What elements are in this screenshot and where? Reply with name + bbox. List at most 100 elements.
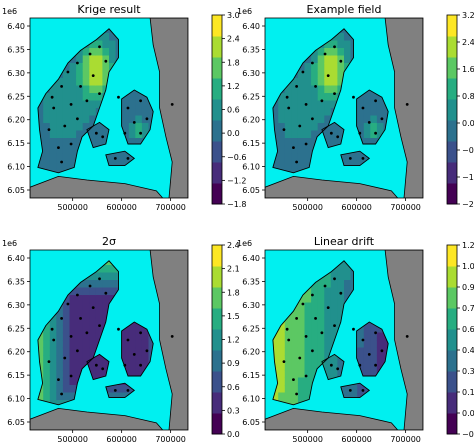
field-cell xyxy=(304,160,312,169)
chart-panel-2: Example field 1e6 6.05 6.10 6.15 6.20 6.25 6.30… xyxy=(237,3,474,212)
field-cell xyxy=(82,355,90,364)
field-cell xyxy=(95,70,103,79)
colorbar-segment xyxy=(212,120,222,142)
station-point xyxy=(98,92,101,95)
station-point xyxy=(311,61,314,65)
field-cell xyxy=(291,370,299,379)
coastline xyxy=(121,89,154,145)
field-cell xyxy=(337,302,345,311)
field-cell xyxy=(291,130,299,139)
field-cell xyxy=(344,272,352,281)
field-cell xyxy=(102,280,110,289)
field-cell xyxy=(297,377,306,386)
field-cell xyxy=(376,347,385,356)
field-cell xyxy=(337,295,345,304)
field-cell xyxy=(56,145,64,154)
field-cell xyxy=(324,295,332,304)
field-cell xyxy=(76,63,84,72)
coastline xyxy=(105,382,136,399)
colorbar-segment xyxy=(212,287,222,309)
colorbar-tick-label: 1.05 xyxy=(462,262,474,271)
field-cell xyxy=(324,63,332,72)
field-cell xyxy=(69,138,77,147)
field-cell xyxy=(82,48,90,57)
station-point xyxy=(170,103,174,106)
field-cell xyxy=(128,108,136,117)
colorbar-tick-label: 0.8 xyxy=(462,92,474,101)
station-point xyxy=(69,374,73,378)
field-cell xyxy=(272,332,279,341)
field-cell xyxy=(337,70,345,79)
field-cell xyxy=(370,370,378,379)
field-cell xyxy=(56,370,64,379)
station-point xyxy=(98,277,101,281)
station-point xyxy=(52,106,56,110)
field-cell xyxy=(76,130,84,139)
field-cell xyxy=(49,153,57,162)
field-cell xyxy=(62,347,71,356)
field-cell xyxy=(95,40,103,49)
field-cell xyxy=(135,130,143,139)
sweden-region xyxy=(149,18,188,198)
field-cell xyxy=(370,123,378,132)
field-cell xyxy=(82,287,90,296)
sweden-region xyxy=(149,250,188,430)
field-cell xyxy=(363,370,371,379)
field-cell xyxy=(304,63,312,72)
field-cell xyxy=(95,295,103,304)
germany-region xyxy=(265,407,399,430)
field-cell xyxy=(304,93,312,102)
station-point xyxy=(63,124,67,128)
field-cell xyxy=(272,100,279,109)
field-cell xyxy=(376,115,385,124)
colorbar-tick-label: 0.60 xyxy=(462,325,474,334)
field-cell xyxy=(128,130,136,139)
field-cell xyxy=(330,130,338,139)
station-point xyxy=(170,335,174,338)
field-cell xyxy=(43,138,51,147)
field-cell xyxy=(317,108,325,117)
field-cell xyxy=(324,93,332,102)
field-cell xyxy=(297,153,306,162)
field-cell xyxy=(324,325,332,334)
field-cell xyxy=(135,115,143,124)
field-cell xyxy=(297,392,306,401)
field-cell xyxy=(272,340,279,349)
field-cell xyxy=(278,145,286,154)
field-cell xyxy=(128,93,136,102)
field-cell xyxy=(297,123,306,132)
station-point xyxy=(298,124,302,128)
field-cell xyxy=(135,108,143,117)
station-point xyxy=(101,135,105,139)
field-cell xyxy=(56,377,64,386)
field-cell xyxy=(43,347,51,356)
colorbar: 3.0 2.4 1.8 1.2 0.6 0.0 −0.6 −1.2 −1.8 xyxy=(211,11,246,209)
colorbar-tick-label: 1.8 xyxy=(227,58,240,67)
field-cell xyxy=(135,355,143,364)
field-cell xyxy=(363,332,371,341)
field-cell xyxy=(69,377,77,386)
field-cell xyxy=(317,287,325,296)
field-cell xyxy=(350,153,358,162)
y-tick-label: 6.10 xyxy=(242,395,260,404)
station-point xyxy=(88,284,92,288)
field-cell xyxy=(330,287,338,296)
field-cell xyxy=(89,295,97,304)
field-cell xyxy=(278,377,286,386)
station-point xyxy=(358,363,362,367)
colorbar-segment xyxy=(447,57,457,79)
colorbar-tick-label: 0.9 xyxy=(227,359,240,368)
station-point xyxy=(88,52,92,56)
field-cell xyxy=(89,78,97,87)
station-point xyxy=(287,338,291,342)
axes-frame xyxy=(29,249,189,431)
field-cell xyxy=(324,362,332,371)
field-cell xyxy=(135,123,143,132)
field-cell xyxy=(311,362,319,371)
field-cell xyxy=(291,332,299,341)
field-cell xyxy=(102,302,110,311)
field-cell xyxy=(291,355,299,364)
field-cell xyxy=(304,55,312,64)
field-cell xyxy=(102,40,110,49)
field-cell xyxy=(291,325,299,334)
